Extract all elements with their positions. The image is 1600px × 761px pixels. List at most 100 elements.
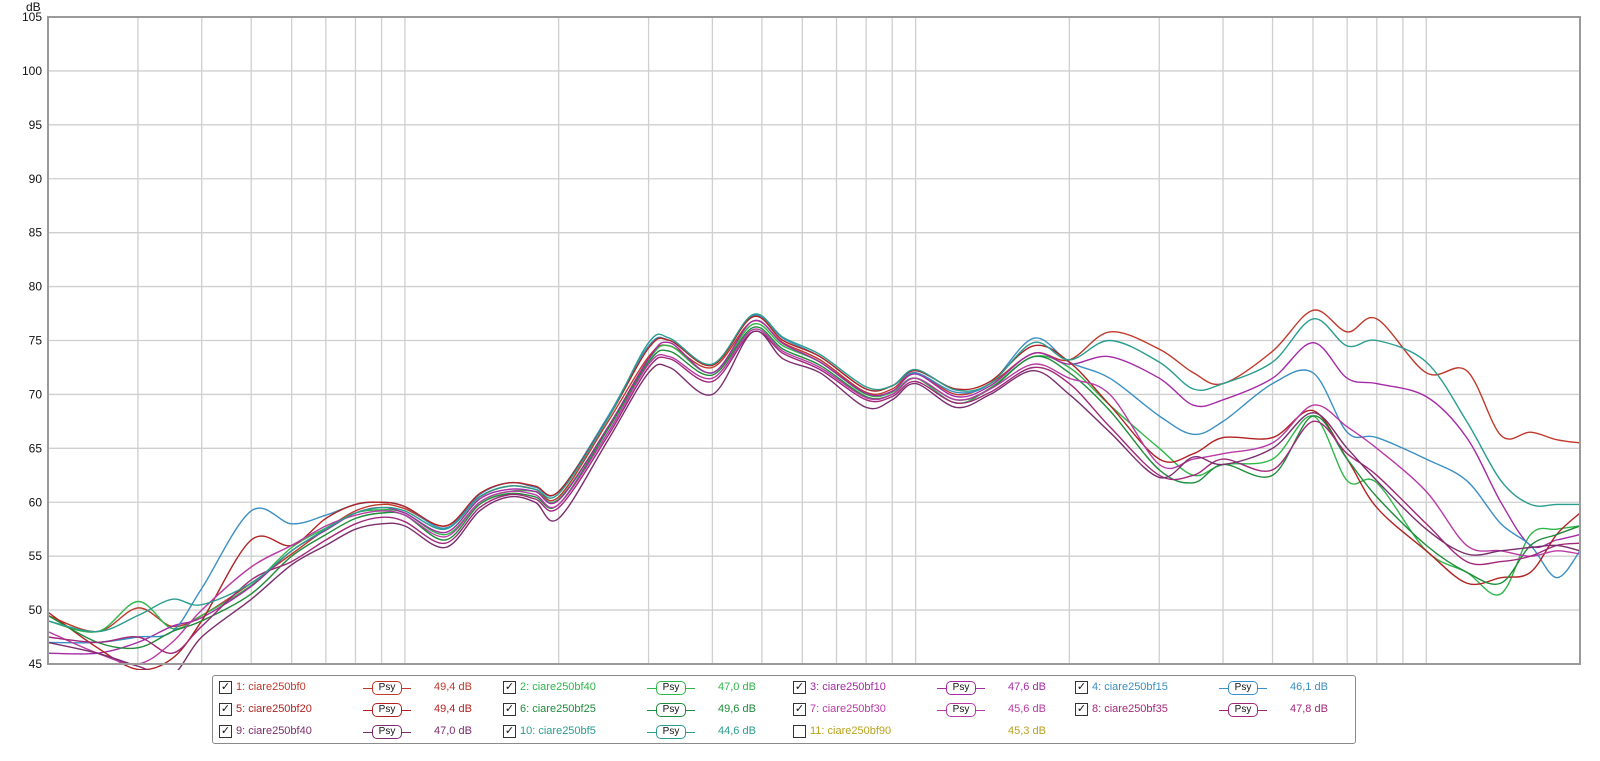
legend-checkbox[interactable]: ✓ (219, 703, 232, 716)
legend-series-level: 47,0 dB (434, 725, 472, 737)
x-axis-unit-label: Hz (1582, 669, 1597, 670)
y-tick-label: 75 (29, 334, 43, 348)
legend-series-level: 47,0 dB (718, 681, 756, 693)
x-tick-label: 70 (319, 669, 333, 670)
legend-series-level: 46,1 dB (1290, 681, 1328, 693)
y-tick-label: 60 (29, 495, 43, 509)
x-tick-label: 90 (375, 669, 389, 670)
series-line-6-ciare250bf25 (47, 326, 1581, 650)
y-tick-label: 65 (29, 441, 43, 455)
legend-checkbox[interactable] (793, 725, 806, 738)
legend-psy-smoothing-badge[interactable]: Psy (937, 681, 985, 695)
x-tick-label: 80 (349, 669, 363, 670)
legend-psy-label: Psy (656, 725, 686, 739)
legend-series-name: 3: ciare250bf10 (810, 681, 886, 693)
chart-series-lines (47, 309, 1581, 670)
legend-checkbox[interactable]: ✓ (219, 681, 232, 694)
legend-checkbox[interactable]: ✓ (503, 681, 516, 694)
series-line-8-ciare250bf35 (47, 330, 1581, 654)
legend-psy-smoothing-badge[interactable]: Psy (647, 681, 695, 695)
legend-checkbox[interactable]: ✓ (1075, 703, 1088, 716)
legend-psy-smoothing-badge[interactable]: Psy (647, 703, 695, 717)
y-tick-label: 105 (22, 10, 42, 24)
series-line-7-ciare250bf30 (47, 328, 1581, 665)
legend-checkbox[interactable]: ✓ (219, 725, 232, 738)
legend-series-name: 8: ciare250bf35 (1092, 703, 1168, 715)
legend-checkbox[interactable]: ✓ (793, 703, 806, 716)
legend-psy-label: Psy (946, 703, 976, 717)
x-tick-label: 200 (549, 669, 569, 670)
x-tick-label: 10k (1417, 669, 1437, 670)
x-tick-label: 500 (752, 669, 772, 670)
x-tick-label: 20 (41, 669, 55, 670)
y-tick-label: 85 (29, 226, 43, 240)
x-tick-label: 5k (1266, 669, 1280, 670)
legend-checkbox[interactable]: ✓ (793, 681, 806, 694)
x-tick-label: 900 (882, 669, 902, 670)
series-line-10-ciare250bf5 (47, 313, 1580, 633)
y-axis-ticks: 45 50 55 60 65 70 75 80 85 90 95 100 105 (22, 10, 42, 670)
x-tick-label: 3k (1153, 669, 1167, 670)
legend-psy-label: Psy (1228, 681, 1258, 695)
y-tick-label: 70 (29, 387, 43, 401)
legend-psy-smoothing-badge[interactable]: Psy (1219, 703, 1267, 717)
legend-psy-smoothing-badge[interactable]: Psy (937, 703, 985, 717)
legend-psy-label: Psy (372, 703, 402, 717)
x-tick-label: 300 (639, 669, 659, 670)
x-tick-label: 700 (826, 669, 846, 670)
legend-checkbox[interactable]: ✓ (503, 703, 516, 716)
y-tick-label: 90 (29, 172, 43, 186)
x-axis-ticks: 2030405060708090100200300400500600700900… (41, 669, 1595, 670)
y-tick-label: 95 (29, 118, 43, 132)
x-tick-label: 40 (195, 669, 209, 670)
legend-series-level: 45,6 dB (1008, 703, 1046, 715)
legend-psy-label: Psy (372, 725, 402, 739)
y-tick-label: 80 (29, 280, 43, 294)
x-tick-label: 400 (702, 669, 722, 670)
x-tick-label: 1k (909, 669, 923, 670)
legend-series-name: 1: ciare250bf0 (236, 681, 306, 693)
y-tick-label: 100 (22, 64, 42, 78)
x-tick-label: 7k (1341, 669, 1355, 670)
legend-series-level: 49,6 dB (718, 703, 756, 715)
legend-checkbox[interactable]: ✓ (503, 725, 516, 738)
legend-checkbox[interactable]: ✓ (1075, 681, 1088, 694)
x-tick-label: 9k (1397, 669, 1411, 670)
legend-psy-label: Psy (656, 703, 686, 717)
legend-psy-smoothing-badge[interactable]: Psy (647, 725, 695, 739)
series-line-3-ciare250bf10 (47, 319, 1581, 655)
legend-series-name: 7: ciare250bf30 (810, 703, 886, 715)
legend-psy-smoothing-badge[interactable]: Psy (363, 681, 411, 695)
x-tick-label: 60 (285, 669, 299, 670)
legend-psy-smoothing-badge[interactable]: Psy (1219, 681, 1267, 695)
legend-series-name: 5: ciare250bf20 (236, 703, 312, 715)
x-tick-label: 100 (395, 669, 415, 670)
x-tick-label: 6k (1307, 669, 1321, 670)
y-axis-unit-label: dB (26, 0, 41, 14)
legend-series-name: 9: ciare250bf40 (236, 725, 312, 737)
legend-psy-label: Psy (656, 681, 686, 695)
legend-psy-smoothing-badge[interactable]: Psy (363, 703, 411, 717)
plot-frame (47, 16, 1581, 665)
legend-series-level: 45,3 dB (1008, 725, 1046, 737)
legend-psy-smoothing-badge[interactable]: Psy (363, 725, 411, 739)
legend-series-name: 10: ciare250bf5 (520, 725, 596, 737)
x-tick-label: 50 (245, 669, 259, 670)
legend-psy-label: Psy (946, 681, 976, 695)
x-tick-label: 20,0k (1565, 669, 1595, 670)
legend-series-level: 49,4 dB (434, 681, 472, 693)
legend-series-name: 6: ciare250bf25 (520, 703, 596, 715)
legend-series-name: 4: ciare250bf15 (1092, 681, 1168, 693)
legend-psy-label: Psy (1228, 703, 1258, 717)
x-tick-label: 4k (1217, 669, 1231, 670)
x-tick-label: 8k (1370, 669, 1384, 670)
y-tick-label: 55 (29, 549, 43, 563)
x-tick-label: 2k (1063, 669, 1077, 670)
legend-series-level: 47,8 dB (1290, 703, 1328, 715)
y-tick-label: 50 (29, 603, 43, 617)
chart-legend: ✓ 1: ciare250bf0 Psy 49,4 dB ✓ 2: ciare250bf4… (212, 675, 1356, 744)
chart-grid (47, 16, 1581, 665)
legend-series-level: 44,6 dB (718, 725, 756, 737)
legend-series-level: 49,4 dB (434, 703, 472, 715)
